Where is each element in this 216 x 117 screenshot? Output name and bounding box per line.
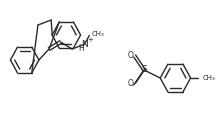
Text: S: S [141,66,147,75]
Text: CH₃: CH₃ [92,31,105,37]
Text: H: H [78,44,84,53]
Text: +: + [87,37,93,43]
Text: O: O [128,51,134,60]
Text: O: O [128,79,134,88]
Text: N: N [81,40,88,49]
Text: CH₃: CH₃ [203,75,216,81]
